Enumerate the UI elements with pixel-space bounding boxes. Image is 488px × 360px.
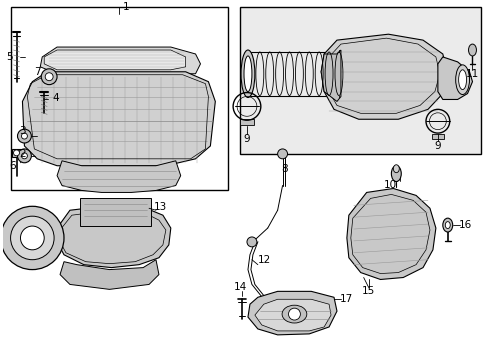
Circle shape xyxy=(18,129,31,143)
Polygon shape xyxy=(346,189,435,279)
Ellipse shape xyxy=(244,56,251,91)
Text: 14: 14 xyxy=(233,282,246,292)
Text: 2: 2 xyxy=(19,149,26,159)
Bar xyxy=(431,134,443,139)
Ellipse shape xyxy=(282,305,306,323)
Text: 4: 4 xyxy=(53,94,59,103)
Ellipse shape xyxy=(241,50,254,98)
Polygon shape xyxy=(60,260,159,289)
Circle shape xyxy=(246,237,256,247)
Bar xyxy=(12,149,21,157)
Circle shape xyxy=(0,206,64,270)
Text: 5: 5 xyxy=(6,52,13,62)
Circle shape xyxy=(45,73,53,81)
Circle shape xyxy=(11,216,54,260)
Ellipse shape xyxy=(445,222,449,229)
Text: 7: 7 xyxy=(34,67,41,77)
Circle shape xyxy=(277,149,287,159)
Polygon shape xyxy=(44,50,185,70)
Circle shape xyxy=(20,226,44,250)
Ellipse shape xyxy=(468,44,475,56)
Ellipse shape xyxy=(458,70,466,90)
Polygon shape xyxy=(40,47,200,74)
Polygon shape xyxy=(57,161,181,193)
Circle shape xyxy=(18,149,31,163)
Circle shape xyxy=(14,150,20,156)
Circle shape xyxy=(21,153,27,159)
Ellipse shape xyxy=(392,165,399,173)
Circle shape xyxy=(21,133,27,139)
Text: 6: 6 xyxy=(9,161,16,171)
Polygon shape xyxy=(321,50,340,102)
Text: 10: 10 xyxy=(383,180,396,189)
Polygon shape xyxy=(247,291,336,335)
Text: 13: 13 xyxy=(154,202,167,212)
Text: 12: 12 xyxy=(258,255,271,265)
Ellipse shape xyxy=(390,166,401,181)
Polygon shape xyxy=(254,299,330,331)
Circle shape xyxy=(288,308,300,320)
Polygon shape xyxy=(321,34,447,119)
Text: 15: 15 xyxy=(361,286,374,296)
Text: 17: 17 xyxy=(340,294,353,304)
Polygon shape xyxy=(57,205,170,267)
Bar xyxy=(240,8,480,154)
Bar xyxy=(11,8,228,190)
Text: 3: 3 xyxy=(19,126,26,136)
Polygon shape xyxy=(22,72,215,166)
Circle shape xyxy=(41,69,57,85)
Bar xyxy=(240,119,253,125)
Text: 16: 16 xyxy=(458,220,471,230)
Text: 8: 8 xyxy=(281,164,287,174)
Text: 9: 9 xyxy=(434,141,440,151)
Ellipse shape xyxy=(455,65,468,95)
Text: 1: 1 xyxy=(123,3,129,13)
Text: 11: 11 xyxy=(465,69,478,79)
Polygon shape xyxy=(437,57,471,99)
Ellipse shape xyxy=(442,218,452,232)
Bar xyxy=(80,198,151,226)
Text: 9: 9 xyxy=(243,134,250,144)
